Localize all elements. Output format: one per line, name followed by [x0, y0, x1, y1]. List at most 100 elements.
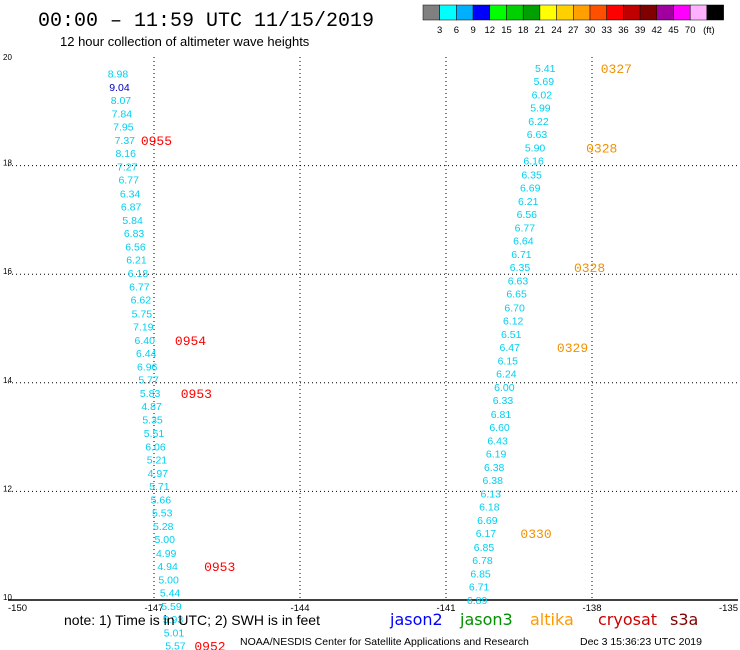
legend-item-s3a: s3a [670, 610, 698, 629]
wave-height-value: 6.40 [135, 335, 156, 347]
colorbar-tick-label: 18 [518, 25, 529, 36]
wave-height-value: 6.85 [470, 568, 491, 580]
y-tick-label: 14 [3, 376, 12, 385]
wave-height-value: 7.27 [117, 162, 138, 174]
colorbar-swatch [439, 4, 457, 21]
wave-height-value: 6.16 [523, 156, 544, 168]
wave-height-value: 6.18 [128, 268, 149, 280]
wave-height-value: 6.38 [484, 462, 505, 474]
wave-height-value: 6.60 [489, 422, 510, 434]
wave-height-value: 6.96 [137, 362, 158, 374]
wave-height-value: 5.00 [154, 534, 175, 546]
wave-height-value: 5.51 [144, 428, 165, 440]
colorbar-swatch [639, 4, 658, 21]
wave-height-value: 6.56 [517, 209, 538, 221]
wave-height-value: 6.63 [508, 276, 529, 288]
pass-time-label: 0330 [520, 527, 551, 542]
wave-height-value: 6.47 [500, 342, 521, 354]
wave-height-value: 6.35 [510, 262, 531, 274]
wave-height-value: 6.33 [493, 395, 514, 407]
wave-height-value: 6.19 [486, 448, 507, 460]
wave-height-value: 6.34 [120, 188, 141, 200]
pass-time-label: 0328 [574, 261, 605, 276]
pass-time-label: 0953 [181, 387, 212, 402]
wave-height-value: 8.16 [116, 148, 137, 160]
wave-height-value: 6.56 [125, 242, 146, 254]
colorbar-tick-label: 27 [568, 25, 579, 36]
x-tick-label: -150 [8, 603, 27, 614]
wave-height-value: 5.69 [534, 76, 555, 88]
wave-height-value: 5.77 [138, 375, 159, 387]
colorbar-swatch [456, 4, 474, 21]
wave-height-value: 6.17 [476, 528, 497, 540]
colorbar-swatch [506, 4, 524, 21]
colorbar-tick-label: 21 [535, 25, 546, 36]
wave-height-value: 6.77 [129, 282, 150, 294]
colorbar-tick-label: 45 [668, 25, 679, 36]
wave-height-value: 6.77 [515, 223, 536, 235]
wave-height-value: 6.18 [479, 502, 500, 514]
wave-height-value: 6.35 [521, 169, 542, 181]
colorbar-tick-label: 3 [437, 25, 442, 36]
wave-height-value: 6.64 [513, 236, 534, 248]
wave-height-value: 4.97 [148, 468, 169, 480]
colorbar-swatch [656, 4, 674, 21]
chart-title: 00:00 – 11:59 UTC 11/15/2019 [38, 10, 374, 33]
footer-note: note: 1) Time is in UTC; 2) SWH is in fe… [64, 612, 320, 628]
colorbar-swatch [489, 4, 507, 21]
colorbar-tick-label: 15 [501, 25, 512, 36]
colorbar-tick-label: 9 [470, 25, 475, 36]
colorbar-tick-label: 36 [618, 25, 629, 36]
wave-height-value: 6.70 [504, 302, 525, 314]
wave-height-value: 7.37 [115, 135, 136, 147]
footer: note: 1) Time is in UTC; 2) SWH is in fe… [64, 610, 702, 648]
wave-height-value: 6.38 [483, 475, 504, 487]
colorbar-unit: (ft) [703, 25, 715, 36]
pass-time-label: 0327 [601, 62, 632, 77]
track-left: 8.989.048.077.847.957.378.167.276.776.34… [108, 68, 236, 650]
legend-item-altika: altika [530, 610, 574, 629]
wave-height-value: 6.85 [474, 542, 495, 554]
x-tick-label: -135 [719, 603, 738, 614]
colorbar-swatch [673, 4, 691, 21]
wave-height-value: 8.07 [111, 95, 132, 107]
y-tick-label: 16 [3, 267, 12, 276]
colorbar-swatch [522, 4, 541, 21]
colorbar-swatch [556, 4, 574, 21]
wave-height-value: 7.95 [113, 122, 134, 134]
legend-item-jason3: jason3 [459, 610, 513, 629]
legend-item-cryosat: cryosat [598, 610, 657, 629]
colorbar-swatch [623, 4, 641, 21]
track-right: 5.415.696.025.996.226.635.906.166.356.69… [467, 62, 632, 607]
wave-height-value: 5.35 [142, 415, 163, 427]
pass-time-label: 0328 [586, 142, 617, 157]
wave-height-value: 5.57 [165, 641, 186, 650]
wave-height-value: 6.21 [518, 196, 539, 208]
wave-height-value: 5.44 [160, 587, 181, 599]
wave-height-value: 4.87 [141, 401, 162, 413]
wave-height-value: 6.87 [121, 201, 142, 213]
colorbar-swatch [539, 4, 557, 21]
x-tick-label: -138 [582, 603, 601, 614]
wave-height-value: 5.66 [151, 495, 172, 507]
colorbar-swatch [706, 4, 724, 21]
wave-height-value: 6.69 [520, 182, 541, 194]
y-tick-label: 12 [3, 484, 12, 493]
colorbar-swatch [589, 4, 607, 21]
credit-text: NOAA/NESDIS Center for Satellite Applica… [240, 636, 529, 648]
wave-height-value: 5.75 [132, 308, 153, 320]
colorbar-swatch [422, 4, 440, 21]
wave-height-value: 5.93 [163, 614, 184, 626]
colorbar-tick-label: 12 [485, 25, 496, 36]
wave-height-value: 6.77 [118, 175, 139, 187]
colorbar-tick-label: 42 [652, 25, 663, 36]
pass-time-label: 0955 [141, 134, 172, 149]
y-tick-label: 10 [3, 593, 12, 602]
x-tick-label: -147 [144, 603, 163, 614]
timestamp-text: Dec 3 15:36:23 UTC 2019 [580, 636, 702, 648]
legend-item-jason2: jason2 [389, 610, 443, 629]
wave-height-value: 7.19 [133, 321, 154, 333]
wave-height-value: 6.71 [511, 249, 532, 261]
